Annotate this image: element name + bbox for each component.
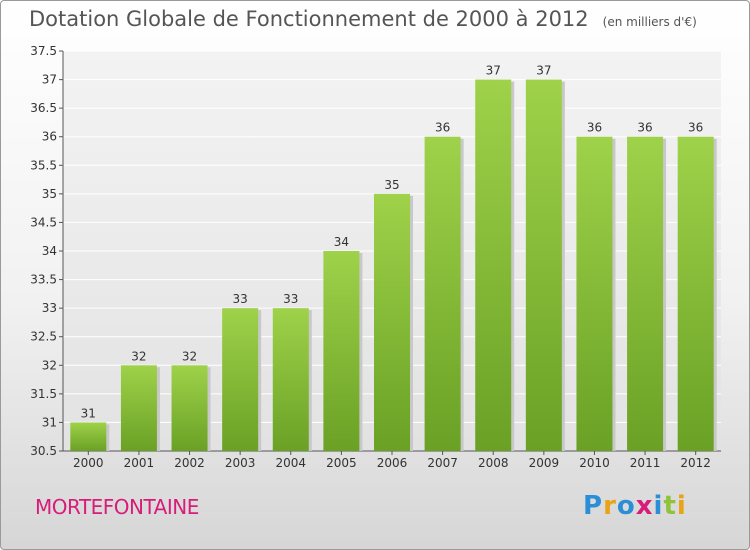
- chart-title: Dotation Globale de Fonctionnement de 20…: [29, 7, 589, 31]
- x-axis: 2000 2001 2002 2003 2004 2005 2006 2007 2008 2009…: [73, 451, 711, 470]
- data-label: 36: [587, 121, 602, 135]
- x-tick-label: 2000: [73, 456, 104, 470]
- logo-letter: P: [583, 491, 604, 521]
- data-label: 36: [435, 121, 450, 135]
- data-label: 36: [637, 121, 652, 135]
- data-label: 37: [536, 64, 551, 78]
- data-label: 36: [688, 121, 703, 135]
- data-label: 32: [131, 349, 146, 363]
- y-tick-label: 36: [42, 130, 57, 144]
- x-tick-label: 2009: [529, 456, 560, 470]
- x-tick-label: 2012: [680, 456, 711, 470]
- bar: [323, 251, 360, 451]
- x-tick-label: 2003: [225, 456, 256, 470]
- bar: [424, 136, 461, 451]
- logo-letter: t: [663, 491, 677, 521]
- y-tick-label: 35.5: [30, 158, 57, 172]
- x-tick-label: 2004: [275, 456, 306, 470]
- logo-letter: x: [635, 491, 654, 521]
- bar: [272, 308, 309, 451]
- data-label: 31: [81, 406, 96, 420]
- y-tick-label: 32: [42, 358, 57, 372]
- y-tick-label: 37: [42, 73, 57, 87]
- y-tick-label: 31.5: [30, 387, 57, 401]
- data-label: 35: [384, 178, 399, 192]
- bar: [677, 136, 714, 451]
- x-tick-label: 2002: [174, 456, 205, 470]
- y-tick-label: 33: [42, 301, 57, 315]
- y-tick-label: 33.5: [30, 273, 57, 287]
- logo-letter: i: [653, 491, 664, 521]
- y-tick-label: 32.5: [30, 330, 57, 344]
- chart-unit: (en milliers d'€): [602, 15, 697, 29]
- logo-letter: i: [676, 491, 687, 521]
- bar: [171, 365, 208, 451]
- y-tick-label: 37.5: [30, 44, 57, 58]
- bar: [222, 308, 259, 451]
- x-tick-label: 2007: [427, 456, 458, 470]
- chart-title-block: Dotation Globale de Fonctionnement de 20…: [29, 7, 697, 31]
- x-tick-label: 2006: [377, 456, 408, 470]
- x-tick-label: 2008: [478, 456, 509, 470]
- bar: [120, 365, 157, 451]
- bar: [70, 422, 107, 451]
- proxiti-logo: Proxiti: [583, 491, 687, 521]
- x-tick-label: 2010: [579, 456, 610, 470]
- bar: [475, 79, 512, 452]
- y-tick-label: 34.5: [30, 215, 57, 229]
- logo-letter: o: [616, 491, 636, 521]
- data-label: 37: [486, 64, 501, 78]
- data-label: 34: [334, 235, 349, 249]
- bar: [525, 79, 562, 452]
- y-tick-label: 30.5: [30, 444, 57, 458]
- data-label: 32: [182, 349, 197, 363]
- x-tick-label: 2011: [630, 456, 661, 470]
- bar: [576, 136, 613, 451]
- x-tick-label: 2005: [326, 456, 357, 470]
- y-tick-label: 31: [42, 415, 57, 429]
- logo-letter: r: [603, 491, 617, 521]
- y-tick-label: 36.5: [30, 101, 57, 115]
- y-tick-label: 35: [42, 187, 57, 201]
- bar: [627, 136, 664, 451]
- bars: 31 32 32 33 33 34 35 36 37 37 36 36 36: [70, 64, 717, 452]
- data-label: 33: [233, 292, 248, 306]
- bar: [374, 193, 410, 451]
- commune-name: MORTEFONTAINE: [35, 495, 199, 519]
- x-tick-label: 2001: [124, 456, 155, 470]
- data-label: 33: [283, 292, 298, 306]
- y-tick-label: 34: [42, 244, 57, 258]
